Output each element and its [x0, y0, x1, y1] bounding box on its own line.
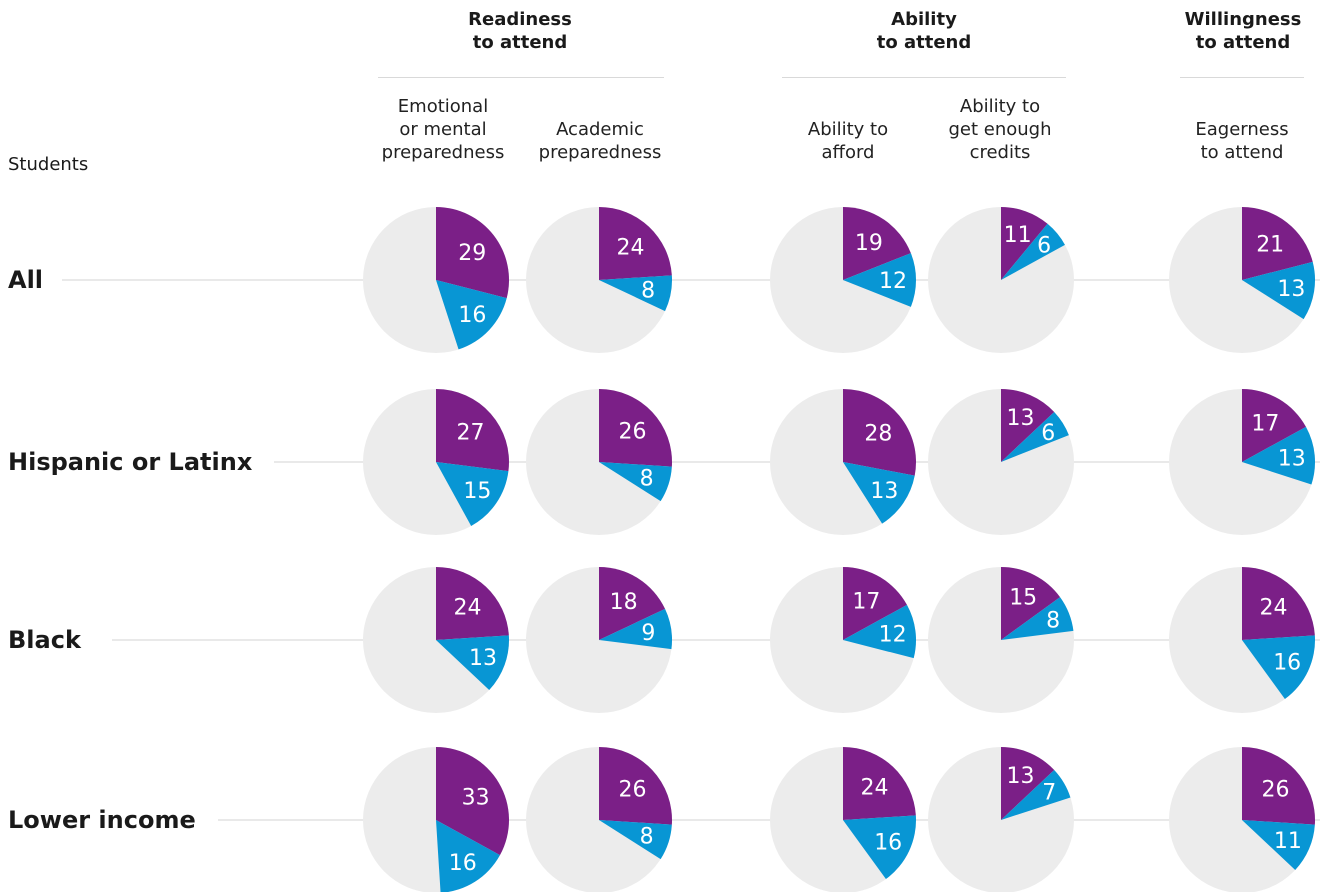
pie-all-col1-label-a: 29: [458, 241, 486, 266]
pie-all-col1-slice-b: [436, 280, 507, 350]
group-header-willingness: Willingness to attend: [1184, 9, 1302, 53]
pie-black-col4-slice-a: [1001, 567, 1061, 640]
pie-black-col3-label-b: 12: [879, 623, 907, 648]
pie-black-col1-label-b: 13: [469, 646, 497, 671]
pie-black-col4-label-b: 8: [1046, 608, 1060, 633]
pie-lower-income-col3-slice-b: [843, 815, 917, 880]
pie-lower-income-col2-label-a: 26: [619, 778, 647, 803]
pie-hispanic-or-latinx-col4-slice-a: [1001, 389, 1055, 462]
pie-all-col3-slice-b: [843, 253, 916, 307]
pie-all-col4-label-b: 6: [1037, 233, 1051, 258]
pie-hispanic-or-latinx-col1-label-a: 27: [457, 421, 485, 446]
pie-all-col4-slice-a: [1001, 207, 1048, 280]
group-rule-readiness: [378, 77, 664, 78]
pie-all-col5-slice-b: [1242, 261, 1316, 320]
pie-hispanic-or-latinx-col2-label-b: 8: [640, 467, 654, 492]
pie-hispanic-or-latinx-col1-slice-a: [436, 389, 509, 472]
pie-hispanic-or-latinx-col4-slice-b: [1001, 412, 1069, 462]
row-label-lower-income: Lower income: [8, 805, 196, 835]
pie-all-col5-slice-a: [1242, 207, 1313, 280]
pie-hispanic-or-latinx-col3-label-a: 28: [864, 422, 892, 447]
pie-all-col3-slice-a: [843, 207, 911, 280]
pie-black-col2-label-b: 9: [641, 621, 655, 646]
pie-lower-income-col3-label-a: 24: [861, 776, 889, 801]
pie-lower-income-col4-label-b: 7: [1042, 781, 1056, 806]
students-header: Students: [8, 154, 89, 175]
column-header-emotional: Emotional or mental preparedness: [381, 96, 505, 163]
pie-black-col5-slice-a: [1242, 567, 1315, 640]
pie-black-col1-slice-a: [436, 567, 509, 640]
pie-lower-income-col5-label-b: 11: [1274, 829, 1302, 854]
pie-lower-income-col5-label-a: 26: [1262, 778, 1290, 803]
column-header-afford: Ability to afford: [807, 119, 889, 163]
pie-lower-income-col1-label-b: 16: [449, 851, 477, 876]
column-header-eagerness: Eagerness to attend: [1195, 119, 1289, 163]
pie-hispanic-or-latinx-col2-label-a: 26: [619, 420, 647, 445]
pie-lower-income-col5-slice-a: [1242, 747, 1316, 825]
pie-black-col5-label-a: 24: [1260, 596, 1288, 621]
pie-hispanic-or-latinx-col5-label-b: 13: [1278, 446, 1306, 471]
pie-black-col3-label-a: 17: [852, 589, 880, 614]
pie-all-col1-label-b: 16: [458, 303, 486, 328]
pie-all-col3-label-a: 19: [855, 231, 883, 256]
group-rule-ability: [782, 77, 1066, 78]
pie-hispanic-or-latinx-col2-slice-b: [599, 462, 672, 502]
pie-black-col4-label-a: 15: [1009, 585, 1037, 610]
pie-all-col2-label-b: 8: [641, 278, 655, 303]
pie-black-col4-slice-b: [1001, 597, 1074, 640]
pie-hispanic-or-latinx-col3-slice-b: [843, 462, 915, 524]
pie-all-col4-slice-b: [1001, 223, 1065, 280]
pie-black-col2-slice-b: [599, 608, 672, 650]
column-header-credits: Ability to get enough credits: [948, 96, 1052, 163]
pie-all-col4-label-a: 11: [1004, 223, 1032, 248]
pie-lower-income-col2-slice-b: [599, 820, 672, 860]
pie-lower-income-col4-slice-b: [1001, 770, 1071, 820]
pie-black-col2-label-a: 18: [610, 590, 638, 615]
pie-lower-income-col3-label-b: 16: [874, 830, 902, 855]
pie-lower-income-col4-label-a: 13: [1007, 764, 1035, 789]
group-header-readiness: Readiness to attend: [468, 9, 572, 53]
pie-all-col5-label-a: 21: [1256, 233, 1284, 258]
pie-hispanic-or-latinx-col4-label-a: 13: [1007, 406, 1035, 431]
pie-black-col3-slice-a: [843, 567, 907, 640]
pie-all-col1-slice-a: [436, 207, 510, 299]
pie-all-col2-slice-b: [599, 275, 673, 312]
pie-hispanic-or-latinx-col3-slice-a: [843, 389, 917, 476]
pie-hispanic-or-latinx-col4-label-b: 6: [1041, 421, 1055, 446]
pie-all-col2-label-a: 24: [617, 236, 645, 261]
pie-lower-income-col4-slice-a: [1001, 747, 1055, 820]
pie-lower-income-col2-label-b: 8: [640, 825, 654, 850]
group-header-ability: Ability to attend: [876, 9, 972, 53]
pie-black-col1-slice-b: [436, 635, 510, 690]
pie-lower-income-col1-slice-a: [436, 746, 510, 856]
pie-lower-income-col1-label-a: 33: [462, 786, 490, 811]
pie-all-col2-slice-a: [599, 207, 672, 280]
pie-black-col1-label-a: 24: [454, 596, 482, 621]
pie-black-col5-slice-b: [1242, 635, 1316, 700]
row-label-all: All: [8, 265, 44, 295]
group-rule-willingness: [1180, 77, 1304, 78]
pie-black-col5-label-b: 16: [1273, 650, 1301, 675]
pie-hispanic-or-latinx-col2-slice-a: [599, 389, 673, 467]
row-label-hispanic: Hispanic or Latinx: [8, 447, 253, 477]
column-header-academic: Academic preparedness: [538, 119, 662, 163]
pie-hispanic-or-latinx-col3-label-b: 13: [870, 479, 898, 504]
row-label-black: Black: [8, 625, 81, 655]
pie-lower-income-col3-slice-a: [843, 747, 916, 820]
pie-all-col5-label-b: 13: [1277, 277, 1305, 302]
pie-black-col2-slice-a: [599, 567, 666, 640]
pie-hispanic-or-latinx-col1-label-b: 15: [463, 479, 491, 504]
pie-all-col3-label-b: 12: [879, 269, 907, 294]
pie-lower-income-col2-slice-a: [599, 747, 673, 825]
pie-hispanic-or-latinx-col5-slice-b: [1242, 426, 1316, 485]
pie-hispanic-or-latinx-col5-slice-a: [1242, 389, 1306, 462]
pie-lower-income-col1-slice-b: [436, 820, 500, 892]
pie-hispanic-or-latinx-col1-slice-b: [436, 462, 509, 526]
pie-lower-income-col5-slice-b: [1242, 820, 1315, 870]
pie-hispanic-or-latinx-col5-label-a: 17: [1251, 411, 1279, 436]
pie-black-col3-slice-b: [843, 604, 917, 659]
